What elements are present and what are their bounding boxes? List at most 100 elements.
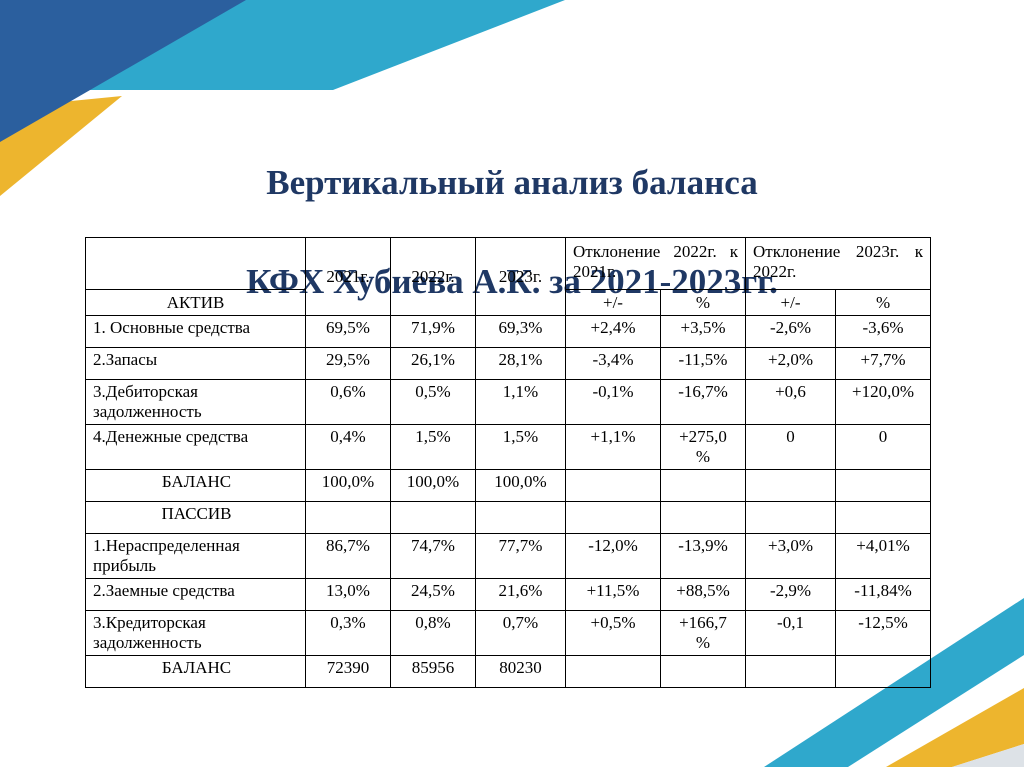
table-cell: -0,1% [565,379,661,425]
table-cell [835,469,932,502]
table-cell: +120,0% [835,379,932,425]
row-label: 1. Основные средства [85,315,306,348]
table-cell [475,501,566,534]
teal-top-band-shape [0,0,565,90]
table-row: 3.Дебиторская задолженность 0,6% 0,5% 1,1% -… [85,379,932,425]
table-cell: 21,6% [475,578,566,611]
table-row: 4.Денежные средства 0,4% 1,5% 1,5% +1,1% +275… [85,424,932,470]
table-cell: 1,1% [475,379,566,425]
percent-header-1: % [659,289,747,316]
table-row: 1.Нераспределенная прибыль 86,7% 74,7% 77,7… [85,533,932,579]
table-cell: -12,0% [565,533,661,579]
table-cell: +0,6 [745,379,837,425]
aktiv-header: АКТИВ [85,289,306,316]
table-cell: 1,5% [390,424,476,470]
row-label: ПАССИВ [85,501,306,534]
plus-minus-header-1: +/- [565,289,661,316]
table-cell: 69,3% [475,315,566,348]
deviation-2022-header: Отклонение 2022г. к 2021г. [564,237,747,290]
table-cell: -2,9% [745,578,837,611]
table-cell: 86,7% [305,533,391,579]
table-cell: -12,5% [835,610,932,656]
table-cell: +166,7 % [659,610,747,656]
table-cell: +275,0 % [659,424,747,470]
table-row: БАЛАНС 72390 85956 80230 [85,655,932,688]
table-row: ПАССИВ [85,501,932,534]
row-label: 3.Кредиторская задолженность [85,610,306,656]
gray-corner-shape [952,744,1024,767]
table-cell: -0,1 [745,610,837,656]
table-cell: +2,4% [565,315,661,348]
table-cell [305,501,391,534]
row-label: БАЛАНС [85,469,306,502]
table-cell: 100,0% [390,469,476,502]
table-cell: 0,6% [305,379,391,425]
table-cell [565,469,661,502]
table-cell: +1,1% [565,424,661,470]
row-label: 2.Заемные средства [85,578,306,611]
table-cell: 26,1% [390,347,476,380]
table-cell: 69,5% [305,315,391,348]
table-cell: 0,5% [390,379,476,425]
table-cell [835,655,932,688]
table-cell [565,655,661,688]
balance-analysis-table-wrap: 2021г. 2022г. 2023г. Отклонение 2022г. к… [85,237,932,688]
table-cell: -3,4% [565,347,661,380]
table-cell [745,655,837,688]
table-cell [390,501,476,534]
table-cell: +88,5% [659,578,747,611]
table-cell: 100,0% [475,469,566,502]
balance-analysis-table: 2021г. 2022г. 2023г. Отклонение 2022г. к… [85,237,932,688]
table-cell: 13,0% [305,578,391,611]
table-cell: +2,0% [745,347,837,380]
table-cell [835,501,932,534]
gold-bottom-band-shape [886,688,1024,767]
slide-title-line1: Вертикальный анализ баланса [266,162,758,202]
row-label: 3.Дебиторская задолженность [85,379,306,425]
table-cell: 24,5% [390,578,476,611]
plus-minus-header-2: +/- [745,289,837,316]
table-row: 2.Запасы 29,5% 26,1% 28,1% -3,4% -11,5% +2,0% +… [85,347,932,380]
table-cell [659,469,747,502]
table-cell: 85956 [390,655,476,688]
table-cell [565,501,661,534]
table-cell: +3,0% [745,533,837,579]
table-cell: -11,5% [659,347,747,380]
table-cell: +4,01% [835,533,932,579]
table-cell: 80230 [475,655,566,688]
row-label: 4.Денежные средства [85,424,306,470]
table-cell: -16,7% [659,379,747,425]
table-cell: 100,0% [305,469,391,502]
table-row: 3.Кредиторская задолженность 0,3% 0,8% 0,7%… [85,610,932,656]
table-cell: 72390 [305,655,391,688]
table-cell: +3,5% [659,315,747,348]
table-cell: 74,7% [390,533,476,579]
table-cell: +11,5% [565,578,661,611]
table-cell: 1,5% [475,424,566,470]
table-cell: 0,7% [475,610,566,656]
row-label: 1.Нераспределенная прибыль [85,533,306,579]
year-2021-header: 2021г. [305,237,391,316]
row-label: БАЛАНС [85,655,306,688]
table-cell: 29,5% [305,347,391,380]
table-cell [745,469,837,502]
table-cell: 0 [745,424,837,470]
table-row: БАЛАНС 100,0% 100,0% 100,0% [85,469,932,502]
table-row: 1. Основные средства 69,5% 71,9% 69,3% +2,4%… [85,315,932,348]
table-cell [659,655,747,688]
table-cell [659,501,747,534]
table-cell: 0,3% [305,610,391,656]
table-cell: 0 [835,424,932,470]
table-cell: 0,8% [390,610,476,656]
header-row-1: 2021г. 2022г. 2023г. Отклонение 2022г. к… [85,237,932,316]
table-cell: +0,5% [565,610,661,656]
deviation-2023-header: Отклонение 2023г. к 2022г. [745,237,932,290]
table-cell: -13,9% [659,533,747,579]
row-label: 2.Запасы [85,347,306,380]
table-cell: -3,6% [835,315,932,348]
table-cell: 71,9% [390,315,476,348]
table-cell: 77,7% [475,533,566,579]
corner-empty-cell [85,237,306,290]
table-cell: -11,84% [835,578,932,611]
